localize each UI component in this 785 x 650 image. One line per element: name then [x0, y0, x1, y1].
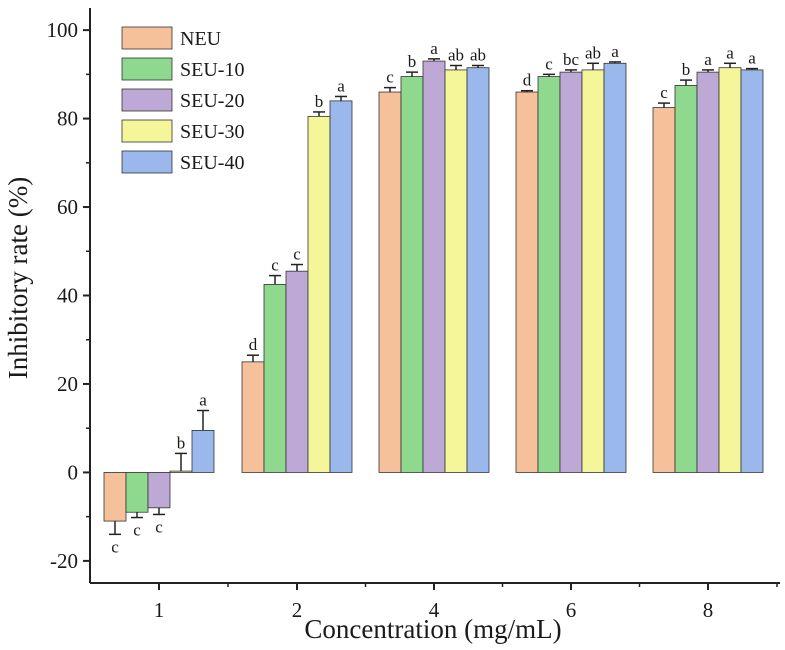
- significance-label: b: [408, 52, 417, 71]
- legend-label: SEU-20: [180, 90, 244, 112]
- bar-seu-40-2: [329, 100, 353, 473]
- significance-label: b: [177, 433, 186, 452]
- x-tick-label: 4: [429, 598, 440, 622]
- legend-swatch-seu-10: [121, 57, 173, 81]
- bar-seu-20-6: [559, 71, 583, 473]
- significance-label: a: [748, 49, 756, 68]
- significance-label: c: [386, 68, 394, 87]
- bar-seu-30-1: [169, 470, 193, 473]
- bar-seu-40-8: [740, 69, 764, 473]
- significance-label: c: [293, 245, 301, 264]
- significance-label: ab: [448, 46, 464, 65]
- significance-label: a: [337, 76, 345, 95]
- y-tick-label: 80: [57, 107, 78, 131]
- bar-neu-6: [515, 91, 539, 473]
- bar-seu-20-2: [285, 270, 309, 473]
- significance-label: a: [199, 391, 207, 410]
- bar-neu-1: [103, 472, 127, 522]
- bar-seu-40-6: [603, 62, 627, 473]
- bar-seu-20-4: [422, 60, 446, 473]
- bar-seu-20-1: [147, 472, 171, 509]
- y-tick-label: 60: [57, 195, 78, 219]
- bar-neu-4: [378, 91, 402, 473]
- significance-label: a: [430, 39, 438, 58]
- bar-seu-30-6: [581, 69, 605, 473]
- bar-seu-10-6: [537, 76, 561, 473]
- significance-label: bc: [563, 50, 580, 69]
- legend-swatch-seu-40: [121, 150, 173, 174]
- bar-seu-10-4: [400, 76, 424, 473]
- significance-label: b: [315, 92, 324, 111]
- y-tick-label: 0: [68, 460, 79, 484]
- bar-neu-2: [241, 361, 265, 473]
- legend-label: SEU-10: [180, 59, 244, 81]
- legend-swatch-seu-30: [121, 119, 173, 143]
- y-axis-title: Inhibitory rate (%): [3, 177, 33, 379]
- bar-seu-10-1: [125, 472, 149, 513]
- y-tick-label: 40: [57, 284, 78, 308]
- significance-label: ab: [585, 43, 601, 62]
- significance-label: a: [611, 42, 619, 61]
- legend-label: NEU: [180, 28, 222, 50]
- x-axis-title: Concentration (mg/mL): [304, 614, 561, 644]
- bar-seu-10-2: [263, 284, 287, 473]
- legend-swatch-seu-20: [121, 88, 173, 112]
- bar-seu-10-8: [674, 85, 698, 473]
- significance-label: c: [155, 517, 163, 536]
- significance-label: b: [682, 60, 691, 79]
- axes-layer: -20 0 20 40 60 80 100 1 2 4 6 8: [47, 8, 780, 622]
- bar-seu-30-2: [307, 115, 331, 473]
- x-tick-label: 8: [703, 598, 714, 622]
- significance-label: ab: [470, 46, 486, 65]
- bar-seu-30-4: [444, 69, 468, 473]
- legend-label: SEU-30: [180, 121, 244, 143]
- x-tick-label: 1: [154, 598, 165, 622]
- significance-label: c: [133, 521, 141, 540]
- y-tick-label: 20: [57, 372, 78, 396]
- legend-label: SEU-40: [180, 152, 244, 174]
- bar-neu-8: [652, 107, 676, 473]
- significance-label: a: [726, 43, 734, 62]
- bar-seu-40-4: [466, 67, 490, 473]
- y-tick-label: 100: [47, 18, 79, 42]
- significance-label: c: [271, 256, 279, 275]
- x-tick-label: 6: [566, 598, 577, 622]
- x-tick-label: 2: [292, 598, 303, 622]
- legend-swatch-neu: [121, 26, 173, 50]
- significance-label: d: [523, 71, 532, 90]
- significance-label: a: [704, 50, 712, 69]
- significance-label: c: [111, 537, 119, 556]
- significance-label: c: [545, 54, 553, 73]
- bar-seu-20-8: [696, 71, 720, 473]
- bar-seu-30-8: [718, 67, 742, 473]
- significance-label: c: [660, 83, 668, 102]
- y-tick-label: -20: [50, 549, 78, 573]
- legend: NEU SEU-10 SEU-20 SEU-30 SEU-40: [121, 26, 244, 174]
- significance-label: d: [249, 335, 258, 354]
- bar-seu-40-1: [191, 430, 215, 473]
